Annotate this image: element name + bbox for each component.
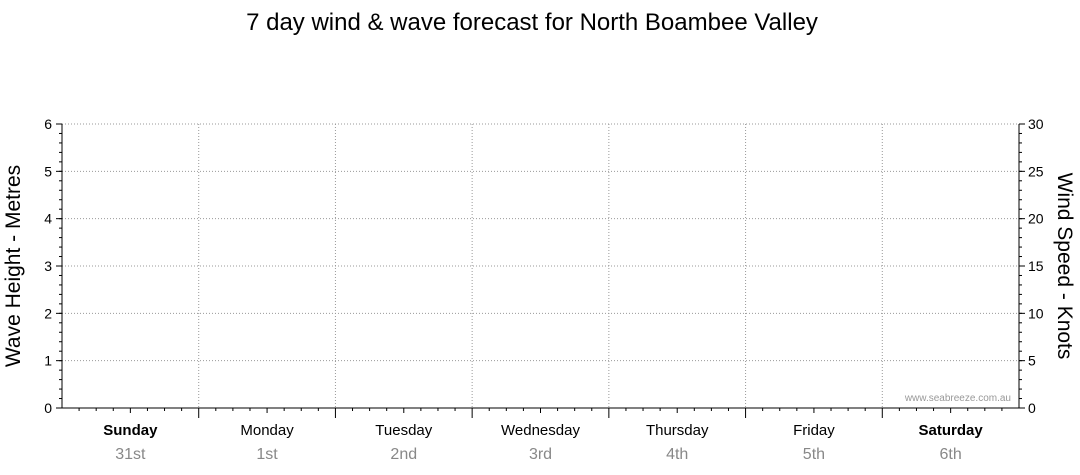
day-name-label: Sunday <box>103 422 158 439</box>
day-name-label: Wednesday <box>501 422 580 439</box>
credit-watermark: www.seabreeze.com.au <box>904 393 1011 404</box>
left-tick-label: 0 <box>44 400 52 416</box>
right-tick-label: 0 <box>1028 400 1036 416</box>
day-name-label: Monday <box>240 422 294 439</box>
day-date-label: 2nd <box>390 446 417 463</box>
left-axis-title: Wave Height - Metres <box>2 165 25 367</box>
left-tick-label: 5 <box>44 163 52 179</box>
right-tick-label: 15 <box>1028 258 1044 274</box>
day-date-label: 4th <box>666 446 688 463</box>
right-tick-label: 30 <box>1028 116 1044 132</box>
axes <box>56 123 1025 418</box>
grid <box>62 123 1019 408</box>
day-name-label: Tuesday <box>375 422 432 439</box>
day-name-label: Saturday <box>919 422 984 439</box>
tick-labels: 0 1 2 3 4 5 6 0 5 10 15 20 25 30 Sunday 31st Monday 1st Tu… <box>44 116 1044 463</box>
right-tick-label: 5 <box>1028 353 1036 369</box>
left-tick-label: 2 <box>44 305 52 321</box>
day-name-label: Thursday <box>646 422 709 439</box>
left-tick-label: 6 <box>44 116 52 132</box>
right-tick-label: 10 <box>1028 305 1044 321</box>
right-tick-label: 20 <box>1028 211 1044 227</box>
left-tick-label: 1 <box>44 353 52 369</box>
day-date-label: 6th <box>940 446 962 463</box>
day-date-label: 5th <box>803 446 825 463</box>
left-tick-label: 4 <box>44 211 52 227</box>
right-axis-title: Wind Speed - Knots <box>1053 173 1076 360</box>
day-date-label: 3rd <box>529 446 552 463</box>
right-tick-label: 25 <box>1028 163 1044 179</box>
chart-title: 7 day wind & wave forecast for North Boa… <box>246 9 818 36</box>
left-tick-label: 3 <box>44 258 52 274</box>
day-name-label: Friday <box>793 422 835 439</box>
day-date-label: 1st <box>256 446 278 463</box>
day-date-label: 31st <box>115 446 146 463</box>
